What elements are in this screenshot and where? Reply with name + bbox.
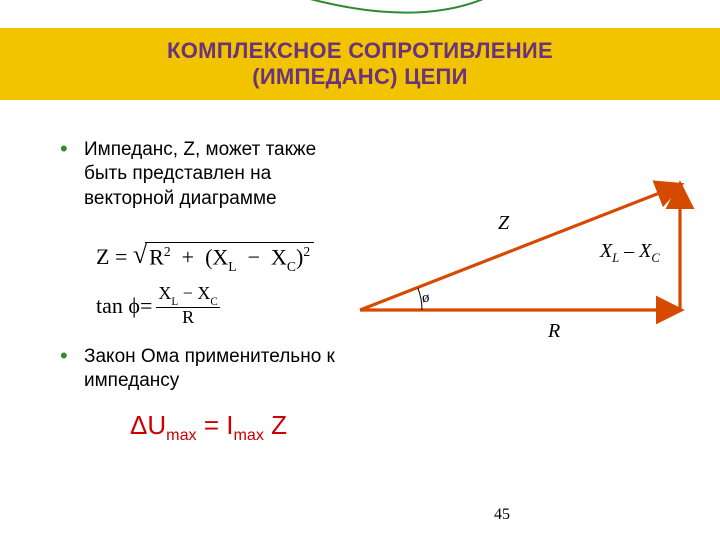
- lbl-xl: X: [600, 240, 612, 262]
- tan: tan: [96, 293, 123, 319]
- fraction: XL − XC R: [156, 284, 219, 327]
- r: R: [149, 244, 164, 269]
- ohm-max2: max: [233, 426, 263, 444]
- title-band: КОМПЛЕКСНОЕ СОПРОТИВЛЕНИЕ (ИМПЕДАНС) ЦЕП…: [0, 28, 720, 100]
- bullet1-line2: быть представлен на: [84, 162, 390, 186]
- phi: ϕ: [128, 293, 140, 319]
- formula-tan: tan ϕ = XL − XC R: [96, 284, 224, 327]
- label-r: R: [548, 320, 560, 343]
- numerator: XL − XC: [156, 284, 219, 307]
- label-xlxc: XL – XC: [600, 240, 660, 266]
- bullet1-line1: Импеданс, Z, может также: [84, 138, 390, 162]
- eq: =: [140, 293, 152, 319]
- minus: −: [248, 244, 260, 269]
- ohms-law: ΔUmax = Imax Z: [130, 410, 287, 445]
- bullet-2: Закон Ома применительно к импедансу: [60, 345, 390, 404]
- r-sq: 2: [164, 244, 171, 259]
- sqrt: √ R2 + (XL − XC)2: [133, 242, 314, 273]
- ohm-du: ΔU: [130, 410, 166, 440]
- xl-sub: L: [228, 259, 236, 274]
- xl: X: [212, 244, 228, 269]
- bullet2-line2: импедансу: [84, 369, 390, 393]
- ohm-z: Z: [271, 410, 287, 440]
- slide-content: Импеданс, Z, может также быть представле…: [0, 120, 720, 540]
- lbl-xcs: C: [651, 251, 659, 265]
- num-xls: L: [171, 296, 178, 308]
- z-lhs: Z =: [96, 244, 127, 270]
- vector-diagram: Z R XL – XC ø: [350, 140, 710, 360]
- bullet1-line3: векторной диаграмме: [84, 187, 390, 211]
- denominator: R: [180, 308, 196, 327]
- paren-sq: 2: [303, 244, 310, 259]
- ohm-max1: max: [166, 426, 196, 444]
- radicand: R2 + (XL − XC)2: [145, 242, 314, 273]
- label-phi: ø: [422, 290, 430, 307]
- title-line-1: КОМПЛЕКСНОЕ СОПРОТИВЛЕНИЕ: [167, 38, 553, 64]
- bullet-1: Импеданс, Z, может также быть представле…: [60, 138, 390, 221]
- num-xc: X: [197, 283, 210, 303]
- plus: +: [182, 244, 194, 269]
- label-z: Z: [498, 212, 509, 235]
- title-line-2: (ИМПЕДАНС) ЦЕПИ: [252, 64, 468, 90]
- page-number: 45: [494, 506, 510, 524]
- lbl-mid: –: [619, 240, 639, 262]
- lbl-xc: X: [639, 240, 651, 262]
- ohm-eq: =: [197, 410, 227, 440]
- xc-sub: C: [287, 259, 296, 274]
- num-xl: X: [158, 283, 171, 303]
- bullet2-line1: Закон Ома применительно к: [84, 345, 390, 369]
- xc: X: [271, 244, 287, 269]
- num-xcs: C: [210, 296, 217, 308]
- num-minus: −: [178, 283, 197, 303]
- formula-z: Z = √ R2 + (XL − XC)2: [96, 242, 314, 273]
